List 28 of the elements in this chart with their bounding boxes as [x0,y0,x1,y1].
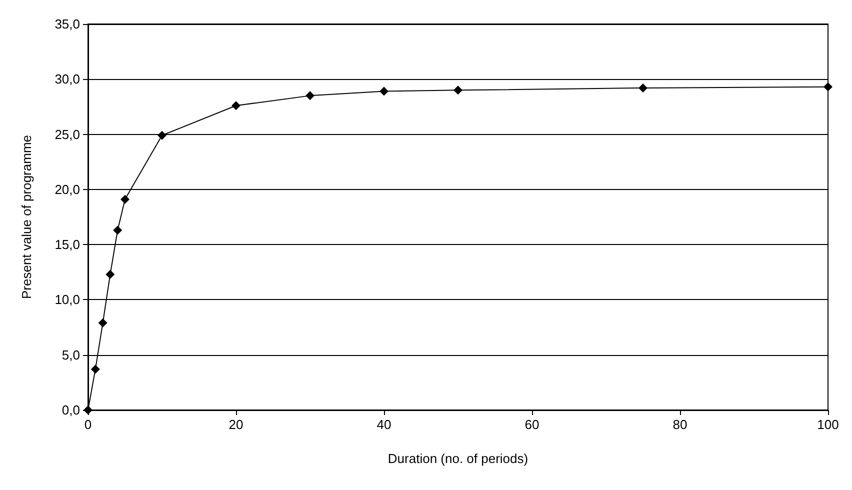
point [454,86,462,95]
x-tick-label: 0 [84,417,92,432]
y-tick-label: 30,0 [54,72,80,87]
point [158,130,166,140]
y-tick-label: 25,0 [54,126,80,142]
y-tick-label: 10,0 [54,292,80,308]
point [824,82,832,92]
y-tick-label: 0,0 [62,402,80,418]
y-tick-label: 15,0 [54,237,80,252]
x-tick-label: 100 [817,417,839,432]
x-tick-label: 20 [228,417,244,432]
point [90,364,100,374]
point [113,226,122,235]
y-tick-label: 35,0 [54,16,80,32]
x-tick-label: 60 [524,417,540,432]
point [380,86,388,96]
point [120,194,130,204]
point [232,101,240,110]
point [638,83,648,92]
y-axis-title: Present value of programme [19,134,34,300]
y-tick-label: 20,0 [54,182,80,197]
x-tick-label: 40 [376,417,392,432]
y-tick-label: 5,0 [62,347,80,362]
point [98,318,108,328]
point [106,270,115,279]
x-tick-label: 80 [672,417,688,432]
x-axis-title: Duration (no. of periods) [388,451,528,466]
point [306,91,314,100]
